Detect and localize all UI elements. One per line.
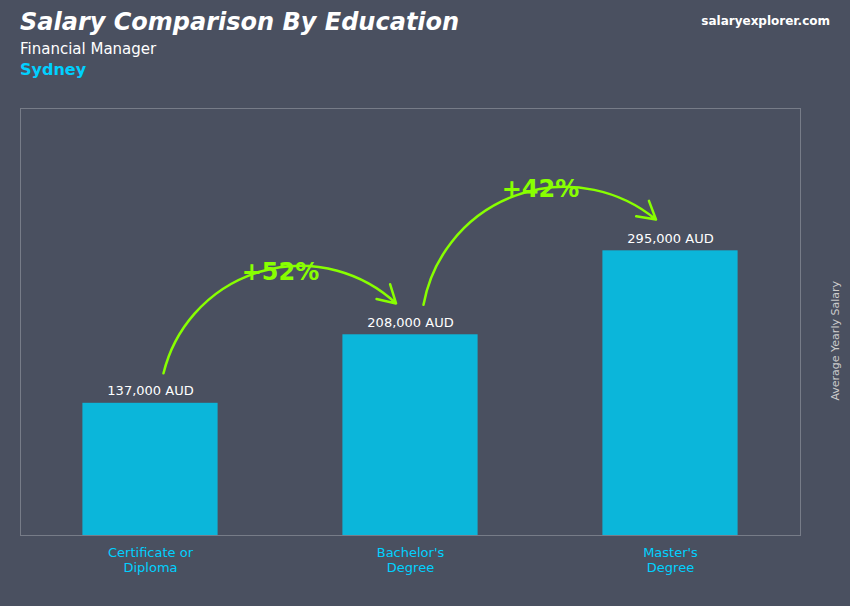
svg-text:Master'sDegree: Master'sDegree [643, 545, 698, 576]
html-text:Sydney: Sydney [20, 60, 87, 79]
svg-text:Bachelor'sDegree: Bachelor'sDegree [377, 545, 445, 576]
html-text:salaryexplorer.com: salaryexplorer.com [701, 14, 830, 28]
html-text:Average Yearly Salary: Average Yearly Salary [828, 280, 842, 401]
svg-text:295,000 AUD: 295,000 AUD [627, 231, 713, 246]
svg-text:137,000 AUD: 137,000 AUD [107, 383, 193, 398]
svg-text:208,000 AUD: 208,000 AUD [367, 315, 453, 330]
html-text:Financial Manager: Financial Manager [20, 40, 157, 58]
html-text:Salary Comparison By Education: Salary Comparison By Education [20, 8, 460, 36]
svg-text:+42%: +42% [502, 175, 580, 203]
svg-text:+52%: +52% [242, 258, 320, 286]
svg-text:Certificate orDiploma: Certificate orDiploma [108, 545, 194, 576]
